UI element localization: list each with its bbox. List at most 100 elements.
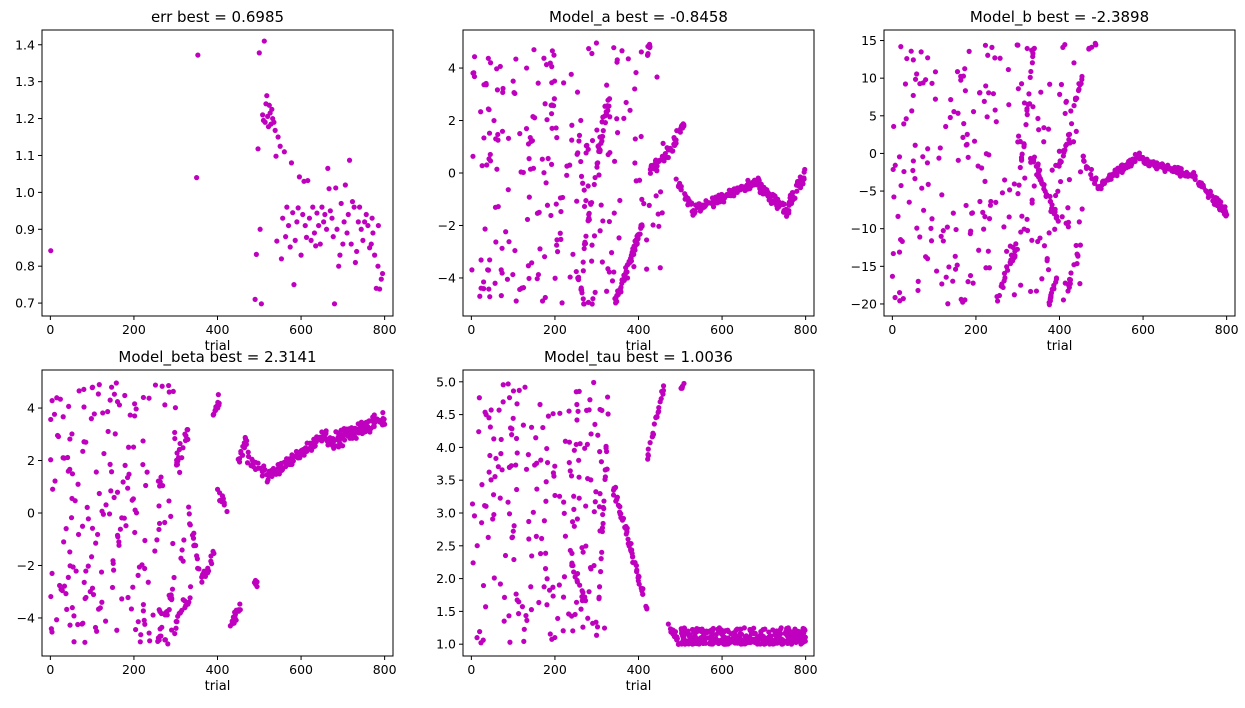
data-point — [76, 388, 82, 394]
data-point — [321, 432, 327, 439]
data-point — [329, 215, 335, 221]
data-point — [497, 581, 503, 587]
data-point — [109, 584, 116, 591]
data-point — [265, 477, 271, 483]
data-point — [379, 270, 386, 277]
data-point — [561, 499, 567, 505]
data-point — [1058, 81, 1065, 88]
data-point — [488, 407, 494, 413]
data-point — [1065, 288, 1071, 294]
data-point — [1077, 281, 1083, 287]
data-point — [510, 78, 516, 84]
data-point — [958, 77, 964, 83]
data-point — [196, 566, 202, 572]
data-point — [1015, 191, 1021, 197]
panel-title: Model_beta best = 2.3141 — [118, 348, 316, 367]
data-point — [310, 204, 316, 210]
data-point — [577, 441, 583, 447]
data-point — [311, 230, 318, 236]
data-point — [114, 489, 121, 495]
data-point — [511, 89, 517, 96]
data-point — [903, 116, 909, 122]
data-point — [624, 529, 630, 535]
data-point — [303, 234, 310, 240]
data-point — [140, 394, 146, 401]
y-tick-label: 4 — [448, 61, 456, 76]
data-point — [585, 475, 591, 482]
data-point — [1060, 297, 1067, 303]
data-point — [994, 298, 1001, 304]
data-point — [306, 215, 313, 221]
data-point — [997, 55, 1003, 61]
data-point — [341, 437, 348, 443]
data-point — [69, 471, 76, 477]
data-point — [487, 294, 493, 300]
data-point — [156, 637, 162, 643]
data-point — [655, 409, 661, 416]
data-point — [653, 193, 659, 199]
data-point — [952, 253, 958, 259]
data-point — [497, 63, 503, 70]
data-point — [685, 195, 691, 201]
data-point — [528, 607, 535, 613]
y-tick-label: 1.2 — [15, 111, 35, 126]
data-point — [764, 635, 771, 641]
data-point — [135, 572, 141, 578]
data-point — [1068, 121, 1075, 127]
data-point — [172, 405, 179, 411]
data-point — [75, 531, 82, 538]
data-point — [647, 440, 653, 446]
data-point — [756, 177, 762, 184]
data-point — [732, 632, 739, 639]
data-point — [571, 569, 577, 575]
data-point — [487, 452, 493, 459]
data-point — [559, 300, 565, 306]
data-point — [73, 568, 79, 574]
data-point — [356, 204, 363, 210]
data-point — [338, 200, 344, 207]
data-point — [523, 466, 530, 472]
data-point — [1168, 166, 1174, 172]
data-point — [156, 607, 162, 613]
data-point — [510, 388, 517, 394]
data-point — [943, 123, 949, 130]
data-point — [168, 627, 175, 633]
data-point — [530, 165, 537, 171]
data-point — [638, 49, 644, 55]
data-point — [1073, 128, 1079, 135]
data-point — [580, 268, 586, 274]
data-point — [314, 434, 320, 440]
data-point — [544, 202, 551, 208]
data-point — [1074, 261, 1080, 267]
data-point — [337, 252, 343, 258]
data-point — [1057, 91, 1063, 97]
data-point — [785, 625, 791, 631]
data-point — [371, 412, 377, 418]
data-point — [182, 598, 188, 604]
data-point — [476, 395, 482, 401]
data-point — [535, 271, 542, 278]
data-point — [936, 155, 942, 161]
data-point — [285, 222, 292, 229]
data-point — [679, 383, 685, 389]
data-point — [1092, 176, 1098, 182]
data-point — [495, 464, 501, 470]
data-point — [928, 238, 935, 244]
data-point — [132, 401, 138, 407]
data-point — [500, 399, 506, 405]
data-point — [319, 438, 325, 444]
data-point — [69, 495, 75, 502]
data-point — [583, 233, 589, 239]
y-tick-label: 2.5 — [436, 538, 456, 553]
data-point — [510, 415, 516, 421]
data-point — [631, 245, 638, 251]
data-point — [503, 229, 509, 235]
data-point — [480, 582, 487, 589]
data-point — [1033, 163, 1039, 169]
data-point — [739, 640, 745, 646]
data-point — [112, 431, 118, 437]
data-point — [571, 447, 577, 453]
data-point — [1047, 298, 1053, 304]
data-point — [593, 40, 600, 46]
data-point — [924, 160, 931, 166]
